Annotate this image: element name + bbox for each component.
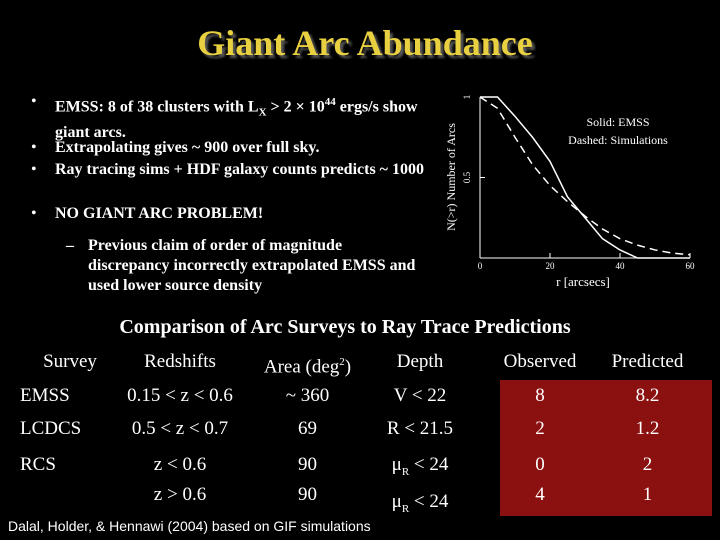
table-cell: ~ 360 <box>285 385 330 406</box>
cell-line: 4 <box>535 484 545 505</box>
x-tick-label: 40 <box>616 261 626 271</box>
x-tick-label: 0 <box>478 261 483 271</box>
text-part: ) <box>344 356 352 378</box>
table-header: Predicted <box>611 351 684 372</box>
table-cell: 90 90 <box>245 450 370 510</box>
legend-entry: Dashed: Simulations <box>568 133 668 147</box>
table-cell: LCDCS <box>20 418 82 439</box>
y-axis-label: N(>r) Number of Arcs <box>444 123 458 231</box>
table-cell: R < 21.5 <box>386 418 454 439</box>
table-cell: EMSS <box>20 385 70 406</box>
table-cell: μR < 24 μR < 24 <box>365 450 475 524</box>
table-cell: 2 <box>535 418 545 439</box>
table-cell: 8 <box>535 385 545 406</box>
bullet: Extrapolating gives ~ 900 over full sky. <box>31 138 425 158</box>
series-line <box>479 96 691 256</box>
cell-line: μR < 24 <box>365 450 475 487</box>
text-part: > 2 × 10 <box>266 98 325 116</box>
text-part: ergs/s show giant arcs. <box>55 98 418 141</box>
x-tick-label: 60 <box>686 261 696 271</box>
text-part: EMSS: 8 of 38 clusters with L <box>55 98 259 116</box>
text-part: 44 <box>324 96 336 108</box>
cell-line: z > 0.6 <box>153 484 207 505</box>
table-cell: 0.5 < z < 0.7 <box>131 418 229 439</box>
slide-title: Giant Arc Abundance <box>197 23 533 63</box>
text-part: X <box>258 106 267 119</box>
sub-bullet: Previous claim of order of magnitude dis… <box>66 236 423 296</box>
chart: 0 20 40 60 0.5 1 N(>r) Number of Arcs r [arcsec… <box>444 95 696 289</box>
text-part: R <box>401 502 410 515</box>
table-cell: z < 0.6 z > 0.6 <box>110 450 250 510</box>
table-header: Survey <box>43 351 97 372</box>
table-cell: 8.2 <box>635 385 660 406</box>
bullet: Ray tracing sims + HDF galaxy counts pre… <box>31 160 425 180</box>
table-header: Depth <box>396 351 444 372</box>
cell-line: Area (deg2) <box>245 347 370 382</box>
cell-line: μR < 24 <box>365 487 475 524</box>
text-part: μ <box>391 490 402 512</box>
series-line <box>480 96 690 259</box>
table-cell: V < 22 <box>393 385 447 406</box>
x-axis-label: r [arcsecs] <box>556 274 610 289</box>
table-header: Area (deg2) <box>245 347 370 382</box>
cell-line: z < 0.6 <box>153 454 207 475</box>
text-part: μ <box>391 454 402 475</box>
highlight <box>500 380 712 516</box>
cell-line: 1 <box>642 484 653 505</box>
text-part: < 24 <box>409 490 449 512</box>
cell-line: 2 <box>642 454 653 475</box>
table-cell: 1.2 <box>635 418 660 439</box>
cell-line: 0 <box>535 454 545 475</box>
table-cell: 0.15 < z < 0.6 <box>127 385 233 406</box>
text-part: 2 <box>339 356 345 368</box>
cell-line: 90 <box>298 484 317 505</box>
bullet: NO GIANT ARC PROBLEM! <box>31 204 425 224</box>
y-tick-label: 0.5 <box>462 171 472 183</box>
x-tick-label: 20 <box>546 261 556 271</box>
footer: Dalal, Holder, & Hennawi (2004) based on… <box>8 518 371 534</box>
table-cell: RCS <box>20 454 56 475</box>
table-header: Redshifts <box>144 351 216 372</box>
table-cell: 69 <box>298 418 317 439</box>
table-header: Observed <box>503 351 577 372</box>
text-part: < 24 <box>409 454 449 475</box>
y-tick-label: 1 <box>462 95 472 100</box>
cell-line: 90 <box>298 454 317 475</box>
text-part: Area (deg <box>263 356 340 378</box>
legend-entry: Solid: EMSS <box>586 115 649 129</box>
table-title: Comparison of Arc Surveys to Ray Trace P… <box>119 316 571 338</box>
bullet: EMSS: 8 of 38 clusters with LX > 2 × 104… <box>31 92 425 143</box>
text-part: R <box>401 465 410 478</box>
